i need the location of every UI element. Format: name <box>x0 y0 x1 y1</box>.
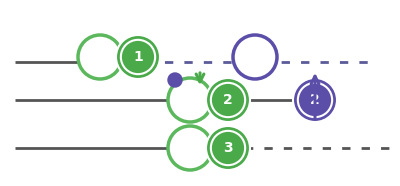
Circle shape <box>211 83 245 117</box>
Circle shape <box>298 83 332 117</box>
Circle shape <box>293 78 337 122</box>
Circle shape <box>116 35 160 79</box>
Circle shape <box>168 73 182 87</box>
Circle shape <box>211 131 245 165</box>
Text: 3: 3 <box>223 141 233 155</box>
Text: 2: 2 <box>223 93 233 107</box>
Circle shape <box>168 78 212 122</box>
Text: 2: 2 <box>310 93 320 107</box>
Text: 1: 1 <box>133 50 143 64</box>
Circle shape <box>78 35 122 79</box>
Circle shape <box>206 78 250 122</box>
Circle shape <box>168 126 212 170</box>
Circle shape <box>233 35 277 79</box>
Circle shape <box>206 126 250 170</box>
Circle shape <box>121 40 155 74</box>
